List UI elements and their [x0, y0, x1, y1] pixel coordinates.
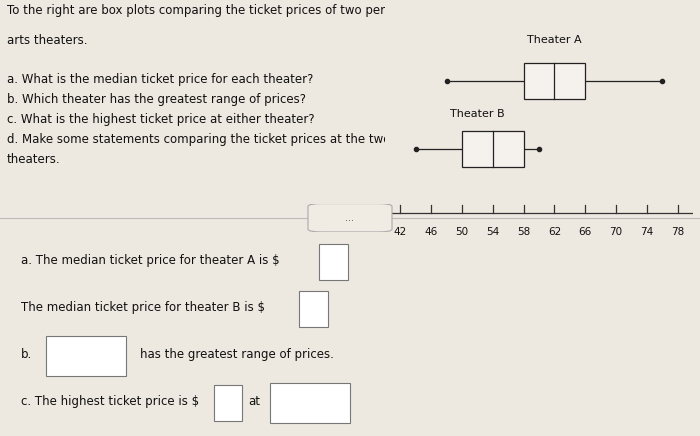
Bar: [270, 383, 350, 423]
Text: 74: 74: [640, 228, 653, 238]
Text: 58: 58: [517, 228, 530, 238]
Text: c. The highest ticket price is $: c. The highest ticket price is $: [21, 395, 199, 409]
Bar: [214, 385, 242, 421]
Text: The median ticket price for theater B is $: The median ticket price for theater B is…: [21, 301, 265, 314]
Text: ...: ...: [346, 213, 354, 223]
Bar: [318, 244, 348, 280]
Text: a. What is the median ticket price for each theater?
b. Which theater has the gr: a. What is the median ticket price for e…: [7, 73, 391, 166]
Bar: [46, 336, 126, 376]
Text: 46: 46: [425, 228, 438, 238]
Text: ▼: ▼: [116, 352, 122, 361]
Bar: [299, 291, 328, 327]
Text: Theater A: Theater A: [527, 34, 582, 44]
Bar: [462, 131, 524, 167]
Text: 42: 42: [394, 228, 407, 238]
Text: To the right are box plots comparing the ticket prices of two performing: To the right are box plots comparing the…: [7, 4, 431, 17]
Text: 50: 50: [456, 228, 468, 238]
Text: arts theaters.: arts theaters.: [7, 34, 88, 47]
Text: 66: 66: [579, 228, 592, 238]
Text: ▼: ▼: [340, 399, 346, 409]
Bar: [524, 63, 585, 99]
Text: 54: 54: [486, 228, 499, 238]
FancyBboxPatch shape: [308, 204, 392, 232]
Text: has the greatest range of prices.: has the greatest range of prices.: [140, 348, 334, 361]
Text: Theater B: Theater B: [451, 109, 505, 119]
Text: at: at: [248, 395, 260, 409]
Text: 62: 62: [548, 228, 561, 238]
Text: 78: 78: [671, 228, 684, 238]
Text: 70: 70: [610, 228, 622, 238]
Text: b.: b.: [21, 348, 32, 361]
Text: a. The median ticket price for theater A is $: a. The median ticket price for theater A…: [21, 254, 279, 267]
